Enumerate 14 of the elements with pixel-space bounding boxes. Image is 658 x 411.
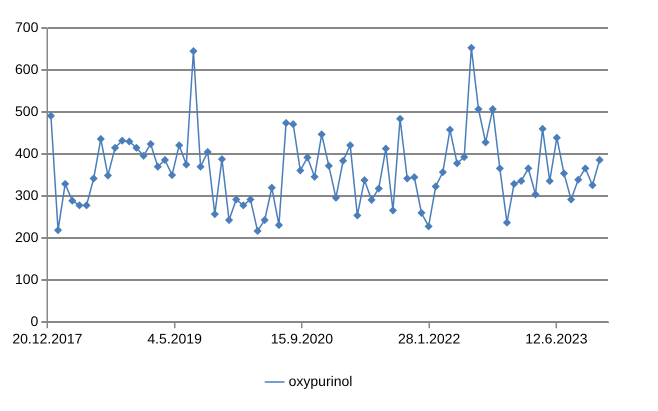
- y-tick-label: 300: [15, 186, 39, 203]
- y-tick-label: 700: [15, 18, 39, 35]
- y-tick-label: 500: [15, 102, 39, 119]
- legend-label: oxypurinol: [288, 372, 352, 389]
- x-tick-label: 4.5.2019: [147, 330, 202, 346]
- y-tick-label: 100: [15, 271, 39, 288]
- y-tick-label: 200: [15, 229, 39, 245]
- x-tick-label: 15.9.2020: [270, 330, 334, 346]
- x-tick-label: 28.1.2022: [398, 330, 460, 346]
- y-tick-label: 0: [30, 313, 39, 330]
- x-tick-label: 12.6.2023: [525, 330, 588, 346]
- y-tick-label: 600: [15, 60, 39, 77]
- y-tick-label: 400: [15, 144, 39, 161]
- x-tick-label: 20.12.2017: [12, 330, 83, 346]
